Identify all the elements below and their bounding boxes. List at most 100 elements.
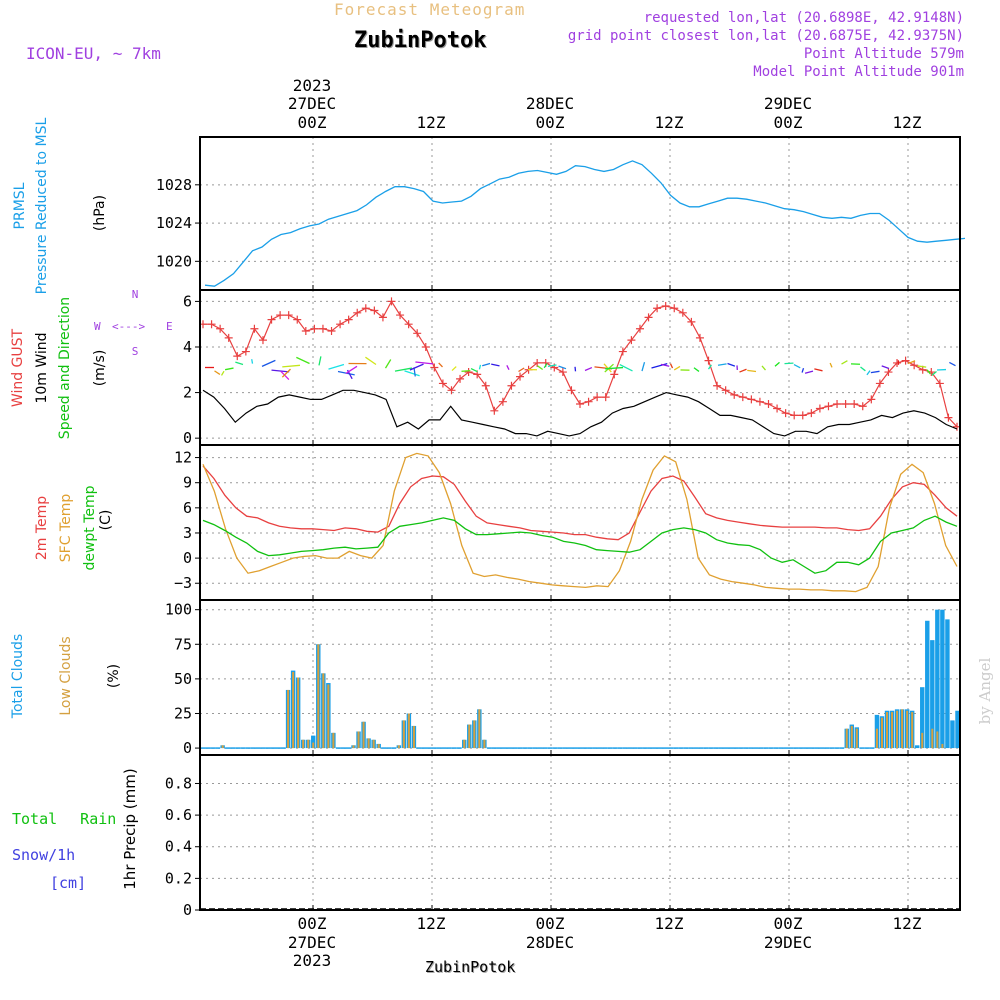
low-cloud-bar-22 [312,742,315,749]
snow-label: Snow/1h [12,846,76,864]
wind-arrow-28 [470,367,478,373]
ytick-label-0-2: 1028 [156,176,192,194]
low-cloud-bar-141 [911,712,914,749]
gust-marker-66 [764,399,773,408]
wind-arrow-49 [669,363,674,369]
total-cloud-bar-149 [950,720,955,749]
wind-arrow-23 [409,363,424,371]
gust-marker-1 [207,320,216,329]
wind-arrow-20 [394,367,413,372]
wind-arrow-65 [814,368,823,372]
bottom-date-29: 29DEC [763,933,813,952]
total-cloud-bar-22 [311,735,316,749]
top-year: 2023 [292,76,332,95]
low-cloud-bar-53 [468,724,471,749]
gust-marker-36 [507,381,516,390]
requested-coords: requested lon,lat (20.6898E, 42.9148N) [643,10,964,26]
low-cloud-bar-39 [397,745,400,749]
gust-marker-60 [713,381,722,390]
gust-marker-13 [310,324,319,333]
wind-arrow-13 [328,363,345,370]
gust-marker-50 [627,336,636,345]
ytick-label-2-0: −3 [174,574,192,592]
total-cloud-bar-143 [920,687,925,749]
wind-arrow-16 [345,365,358,374]
total-cloud-bar-142 [915,745,920,749]
gust-marker-28 [438,379,447,388]
top-tick-5: 12Z [892,113,922,132]
gust-marker-24 [404,320,413,329]
low-cloud-bar-40 [402,720,405,749]
gust-marker-12 [301,327,310,336]
top-tick-0: 00Z [297,113,327,132]
wind-arrow-1 [214,370,221,376]
ytick-label-3-2: 50 [174,670,192,688]
low-cloud-bar-128 [845,728,848,749]
gust-marker-68 [781,409,790,418]
ytick-label-0-1: 1024 [156,214,192,232]
wind-arrow-27 [461,369,471,372]
wind-arrow-63 [801,367,805,373]
wind-arrow-44 [605,366,624,370]
wind-arrow-12 [318,356,322,366]
low-cloud-bar-138 [896,710,899,749]
location-title: ZubinPotok [354,28,487,53]
top-tick-3: 12Z [654,113,684,132]
gust-marker-16 [336,320,345,329]
low-cloud-bar-18 [292,671,295,749]
gust-marker-30 [456,374,465,383]
wind-arrow-37 [547,364,557,368]
gust-marker-76 [850,399,859,408]
gust-marker-25 [413,329,422,338]
wind-arrow-25 [438,362,443,368]
ytick-label-3-3: 75 [174,635,192,653]
gust-marker-10 [284,311,293,320]
wind-arrow-71 [870,370,880,374]
low-cloud-bar-134 [875,728,878,749]
gust-marker-59 [704,356,713,365]
gust-marker-8 [267,315,276,324]
gust-marker-39 [533,358,542,367]
wind-arrow-24 [415,361,434,365]
gust-marker-77 [858,402,867,411]
compass-e: E [166,320,173,333]
ytick-label-1-3: 6 [183,292,192,310]
bottom-date-27: 27DEC [287,933,337,952]
ytick-label-4-3: 0.6 [165,806,192,824]
low-cloud-bar-21 [307,739,310,749]
low-cloud-bar-137 [891,712,894,749]
wind-arrow-31 [491,363,500,367]
wind-arrow-11 [296,356,310,365]
gust-marker-4 [233,352,242,361]
temp2m-line [202,465,958,541]
gust-marker-49 [618,347,627,356]
gust-marker-3 [224,333,233,342]
panel-frame-1 [199,289,961,446]
model-altitude: Model Point Altitude 901m [753,64,964,80]
low-cloud-bar-30 [352,745,355,749]
gust-marker-67 [773,404,782,413]
gust-marker-47 [601,393,610,402]
gust-marker-61 [721,386,730,395]
low-cloud-bar-23 [317,644,320,749]
low-cloud-bar-135 [880,717,883,749]
top-tick-2: 00Z [535,113,565,132]
ytick-label-2-1: 0 [183,549,192,567]
wind-arrow-72 [881,365,890,370]
gust-marker-7 [258,336,267,345]
low-cloud-bar-140 [906,710,909,749]
gust-marker-23 [396,311,405,320]
wind-arrow-69 [860,366,866,372]
wind-arrow-45 [619,363,633,372]
wind-arrow-75 [917,365,927,368]
low-cloud-bar-4 [221,745,224,749]
gust-marker-37 [516,372,525,381]
wind-arrow-35 [537,365,544,371]
low-cloud-bar-145 [931,728,934,749]
ytick-label-1-1: 2 [183,384,192,402]
footer-location: ZubinPotok [425,958,516,976]
closest-coords: grid point closest lon,lat (20.6875E, 42… [567,28,964,44]
wind-arrow-22 [413,367,416,377]
gust-marker-31 [464,368,473,377]
